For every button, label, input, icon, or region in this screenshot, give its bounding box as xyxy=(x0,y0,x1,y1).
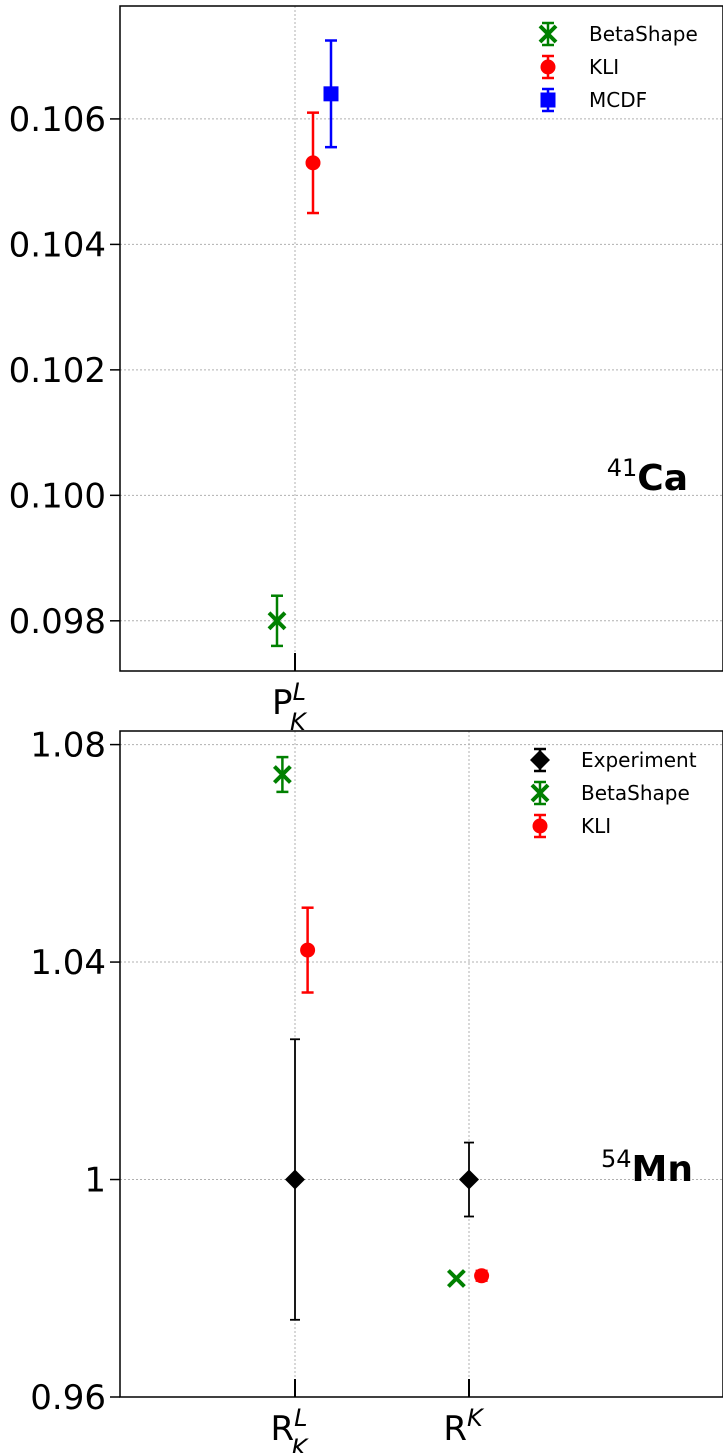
plot-frame xyxy=(119,5,723,672)
y-tick-label: 0.098 xyxy=(9,602,106,642)
series-experiment xyxy=(285,1038,479,1321)
data-point-marker xyxy=(285,1169,305,1190)
legend: BetaShape KLI MCDF xyxy=(538,21,698,113)
legend-marker xyxy=(532,818,548,834)
data-point-marker xyxy=(474,1268,490,1284)
x-tick-label: PL K xyxy=(272,678,308,736)
y-tick-label: 0.102 xyxy=(9,351,106,391)
data-point-marker xyxy=(267,611,287,631)
y-tick-label: 1.04 xyxy=(30,943,106,983)
chart-panel-2: 0.96 1 1.04 1.08 RL K RK Experiment BetaShape KLI… xyxy=(30,726,723,1453)
x-tick-label: RK xyxy=(443,1404,485,1449)
series-kli xyxy=(300,906,490,1284)
y-tick-label: 0.96 xyxy=(30,1378,106,1418)
series-betashape xyxy=(272,755,466,1288)
data-point-marker xyxy=(459,1169,479,1190)
plot-frame xyxy=(119,730,723,1398)
x-tick-label: RL K xyxy=(271,1404,310,1453)
series-mcdf xyxy=(323,39,339,149)
legend-label: BetaShape xyxy=(589,22,698,46)
legend-label: BetaShape xyxy=(581,781,690,805)
series-kli xyxy=(305,111,321,215)
isotope-label: 41Ca xyxy=(607,454,688,499)
y-tick-label: 0.106 xyxy=(9,100,106,140)
chart-panel-1: 0.098 0.100 0.102 0.104 0.106 PL K BetaShape KLI… xyxy=(9,5,723,736)
data-point-marker xyxy=(305,155,321,171)
legend-label: MCDF xyxy=(589,88,647,112)
legend-label: KLI xyxy=(589,55,619,79)
legend-label: KLI xyxy=(581,814,611,838)
legend-marker xyxy=(538,24,558,44)
legend-label: Experiment xyxy=(581,748,697,772)
y-tick-label: 0.100 xyxy=(9,476,106,516)
legend-marker xyxy=(540,92,556,108)
legend: Experiment BetaShape KLI xyxy=(530,747,697,839)
data-point-marker xyxy=(300,942,316,958)
y-tick-label: 1.08 xyxy=(30,726,106,766)
y-tick-label: 1 xyxy=(84,1161,106,1201)
legend-marker xyxy=(540,59,556,75)
series-betashape xyxy=(267,594,287,648)
isotope-label: 54Mn xyxy=(601,1145,693,1190)
y-tick-label: 0.104 xyxy=(9,225,106,265)
legend-marker xyxy=(530,783,550,803)
data-point-marker xyxy=(446,1269,466,1288)
data-point-marker xyxy=(272,765,292,784)
data-point-marker xyxy=(323,86,339,102)
legend-marker xyxy=(530,750,550,770)
